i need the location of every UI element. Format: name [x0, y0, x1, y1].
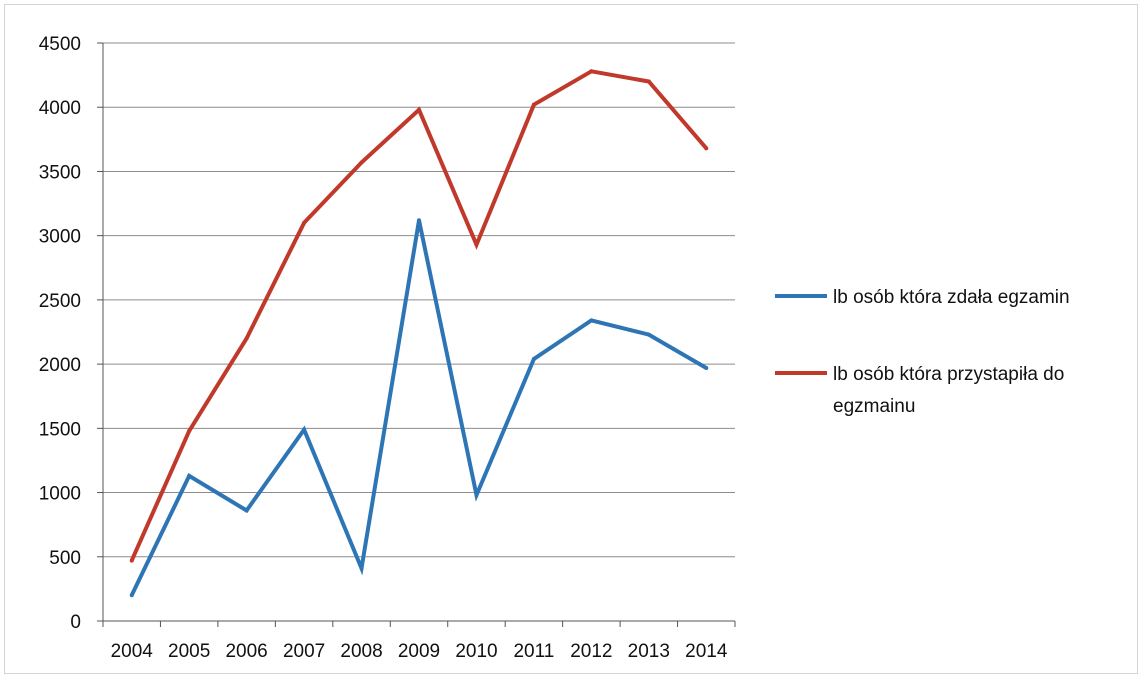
data-point — [417, 218, 421, 223]
y-tick-label: 4000 — [39, 98, 81, 119]
x-tick-label: 2014 — [685, 641, 728, 662]
data-point — [129, 593, 134, 598]
data-point — [646, 79, 651, 84]
data-point — [704, 146, 709, 151]
chart-frame — [4, 4, 1138, 674]
y-tick-label: 1000 — [39, 484, 81, 505]
data-point — [531, 356, 536, 361]
y-tick-label: 0 — [70, 612, 81, 633]
x-axis-ticks: 2004 2005 2006 2007 2008 2009 2010 2011 2012 2013… — [102, 621, 736, 662]
data-point — [187, 473, 192, 478]
y-tick-label: 4500 — [39, 34, 81, 55]
y-tick-label: 3500 — [39, 162, 81, 183]
series-lines — [129, 69, 709, 598]
data-point — [589, 69, 594, 74]
y-tick-label: 3000 — [39, 227, 81, 248]
data-point — [589, 318, 594, 323]
data-point — [646, 332, 651, 337]
y-axis-ticks: 0 500 1000 1500 2000 2500 3000 3500 4000 4500 — [39, 34, 103, 633]
data-point — [187, 428, 192, 433]
gridlines — [103, 42, 735, 558]
data-point — [302, 220, 307, 225]
data-point — [359, 566, 364, 571]
data-point — [531, 102, 536, 107]
x-tick-label: 2004 — [111, 641, 154, 662]
legend: lb osób która zdała egzamin lb osób która… — [775, 287, 1070, 417]
y-tick-label: 500 — [49, 548, 81, 569]
data-point — [244, 336, 249, 341]
data-point — [474, 493, 479, 498]
y-tick-label: 1500 — [39, 419, 81, 440]
x-tick-label: 2011 — [513, 641, 554, 662]
y-tick-label: 2000 — [39, 355, 81, 376]
data-point — [129, 558, 134, 563]
data-point — [704, 365, 709, 370]
x-tick-label: 2013 — [628, 641, 670, 662]
data-point — [302, 427, 307, 432]
y-tick-label: 2500 — [39, 291, 81, 312]
x-tick-label: 2005 — [168, 641, 210, 662]
series-line-2 — [129, 69, 708, 562]
series-line-1 — [129, 219, 708, 597]
x-tick-label: 2006 — [225, 641, 267, 662]
x-tick-label: 2008 — [340, 641, 382, 662]
axes — [102, 43, 735, 622]
x-tick-label: 2010 — [455, 641, 497, 662]
x-tick-label: 2009 — [398, 641, 440, 662]
data-point — [474, 242, 479, 247]
legend-label: lb osób która przystapiła do egzmainu — [833, 364, 1064, 417]
legend-label: lb osób która zdała egzamin — [833, 287, 1070, 308]
data-point — [244, 508, 249, 513]
data-point — [417, 107, 421, 112]
x-tick-label: 2007 — [283, 641, 325, 662]
x-tick-label: 2012 — [570, 641, 612, 662]
data-point — [359, 160, 364, 165]
